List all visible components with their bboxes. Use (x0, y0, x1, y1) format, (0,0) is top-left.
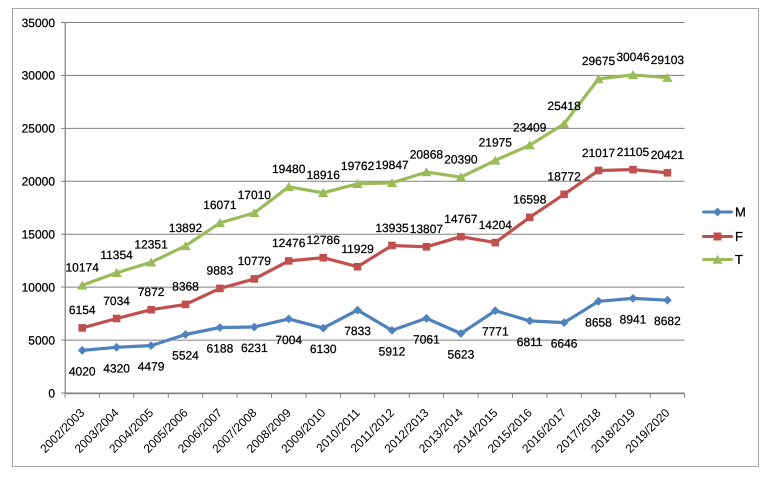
svg-text:18916: 18916 (307, 168, 341, 182)
svg-text:8658: 8658 (585, 315, 612, 329)
svg-text:19762: 19762 (341, 159, 375, 173)
svg-text:5912: 5912 (379, 344, 406, 358)
svg-text:20421: 20421 (651, 148, 685, 162)
svg-text:10174: 10174 (66, 261, 100, 275)
svg-text:20000: 20000 (22, 175, 56, 189)
svg-text:13892: 13892 (169, 221, 203, 235)
svg-text:30000: 30000 (22, 69, 56, 83)
svg-text:6130: 6130 (310, 342, 337, 356)
svg-text:6154: 6154 (69, 303, 96, 317)
svg-text:11354: 11354 (100, 248, 133, 262)
svg-text:6811: 6811 (517, 335, 543, 349)
svg-text:10000: 10000 (22, 280, 56, 294)
svg-text:19480: 19480 (272, 162, 306, 176)
svg-text:23409: 23409 (513, 121, 547, 135)
svg-text:14767: 14767 (444, 212, 478, 226)
svg-text:21017: 21017 (582, 146, 616, 160)
svg-text:11929: 11929 (341, 242, 374, 256)
svg-text:7833: 7833 (344, 324, 371, 338)
svg-text:7004: 7004 (275, 333, 302, 347)
svg-text:29675: 29675 (582, 54, 616, 68)
svg-text:8368: 8368 (172, 280, 199, 294)
svg-text:7034: 7034 (103, 294, 130, 308)
svg-text:17010: 17010 (238, 188, 272, 202)
svg-text:5623: 5623 (448, 348, 475, 362)
svg-text:9883: 9883 (207, 264, 234, 278)
svg-text:6188: 6188 (207, 342, 234, 356)
svg-text:20868: 20868 (410, 147, 444, 161)
svg-text:16598: 16598 (513, 193, 547, 207)
svg-text:6231: 6231 (241, 341, 268, 355)
svg-text:M: M (735, 205, 746, 220)
svg-text:18772: 18772 (547, 170, 581, 184)
svg-text:4479: 4479 (138, 360, 165, 374)
svg-text:12786: 12786 (307, 233, 341, 247)
svg-text:12476: 12476 (272, 236, 306, 250)
svg-text:25418: 25418 (547, 99, 581, 113)
svg-text:5524: 5524 (172, 349, 199, 363)
svg-text:8941: 8941 (620, 312, 647, 326)
svg-text:35000: 35000 (22, 16, 56, 30)
svg-text:6646: 6646 (551, 337, 578, 351)
svg-text:4020: 4020 (69, 364, 96, 378)
svg-text:8682: 8682 (654, 314, 681, 328)
svg-text:4320: 4320 (103, 361, 130, 375)
svg-text:0: 0 (48, 386, 55, 400)
svg-text:15000: 15000 (22, 228, 56, 242)
svg-text:12351: 12351 (134, 238, 168, 252)
svg-text:13935: 13935 (375, 221, 409, 235)
svg-text:29103: 29103 (651, 53, 685, 67)
svg-text:7771: 7771 (482, 325, 509, 339)
svg-text:19847: 19847 (375, 158, 409, 172)
svg-text:7872: 7872 (138, 285, 165, 299)
svg-text:16071: 16071 (203, 198, 237, 212)
svg-text:F: F (735, 229, 743, 244)
svg-text:13807: 13807 (410, 222, 444, 236)
svg-text:5000: 5000 (28, 333, 55, 347)
svg-text:10779: 10779 (238, 254, 272, 268)
svg-text:25000: 25000 (22, 122, 56, 136)
svg-text:21975: 21975 (479, 136, 513, 150)
svg-text:20390: 20390 (444, 153, 478, 167)
svg-text:14204: 14204 (479, 218, 513, 232)
svg-text:T: T (735, 252, 743, 267)
svg-text:7061: 7061 (413, 332, 440, 346)
svg-text:21105: 21105 (617, 145, 650, 159)
svg-text:30046: 30046 (616, 50, 650, 64)
